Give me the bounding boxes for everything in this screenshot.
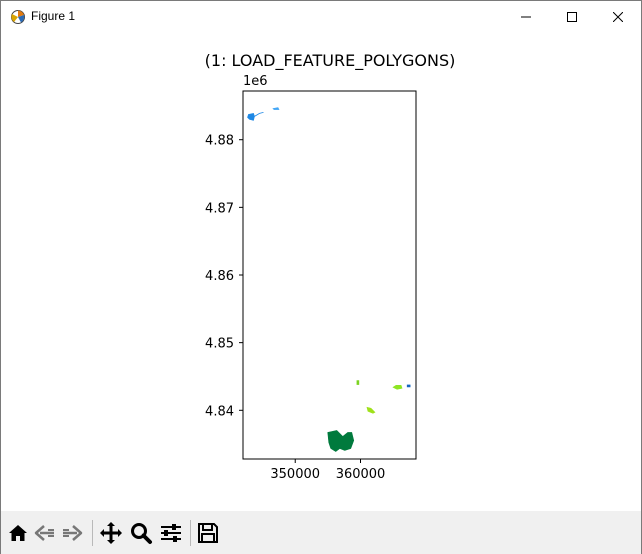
blue-polygon-northwest [247,113,255,121]
green-polygon-east [392,384,403,390]
minimize-button[interactable] [503,1,549,32]
blue-polygon-northwest-line [254,111,264,117]
window-title: Figure 1 [31,9,76,23]
toolbar-separator [190,520,191,546]
pan-button[interactable] [99,521,123,545]
matplotlib-icon [10,9,26,25]
toolbar-separator [92,520,93,546]
y-tick-label: 4.86 [205,269,234,284]
zoom-icon [131,523,152,544]
y-tick-label: 4.84 [205,404,234,419]
green-dot-center [356,380,360,385]
minimize-icon [521,16,531,17]
plot-title: (1: LOAD_FEATURE_POLYGONS) [205,51,456,71]
home-button[interactable] [6,521,30,545]
lime-polygon-south [366,406,376,414]
close-icon [613,11,623,22]
home-icon [9,525,27,541]
figure-canvas[interactable]: (1: LOAD_FEATURE_POLYGONS) 1e6 350000 360… [1,32,641,511]
x-tick-label: 350000 [270,467,320,482]
back-button[interactable] [33,521,57,545]
navigation-toolbar [1,511,641,554]
y-tick-label: 4.88 [205,134,234,149]
x-tick-label: 360000 [336,467,386,482]
maximize-button[interactable] [549,1,595,32]
plot-area: (1: LOAD_FEATURE_POLYGONS) 1e6 350000 360… [205,51,456,482]
maximize-icon [567,11,577,22]
blue-polygon-east [406,384,411,388]
forward-arrow-icon [63,525,83,541]
configure-button[interactable] [159,521,183,545]
close-button[interactable] [595,1,641,32]
save-icon [198,523,218,543]
y-tick-label: 4.85 [205,337,234,352]
axes-frame [242,90,417,460]
sliders-icon [161,524,181,542]
ticks-layer: 350000 360000 4.84 4.85 4.86 4.87 4.88 [205,134,385,482]
dark-green-polygon-south [327,430,355,452]
title-bar: Figure 1 [1,1,641,32]
forward-button[interactable] [60,521,84,545]
y-tick-label: 4.87 [205,201,234,216]
features-layer [247,107,411,452]
light-blue-polygon-north [272,107,280,110]
save-button[interactable] [196,521,220,545]
y-offset-label: 1e6 [243,74,268,89]
zoom-button[interactable] [129,521,153,545]
move-icon [100,522,122,544]
back-arrow-icon [34,525,54,541]
